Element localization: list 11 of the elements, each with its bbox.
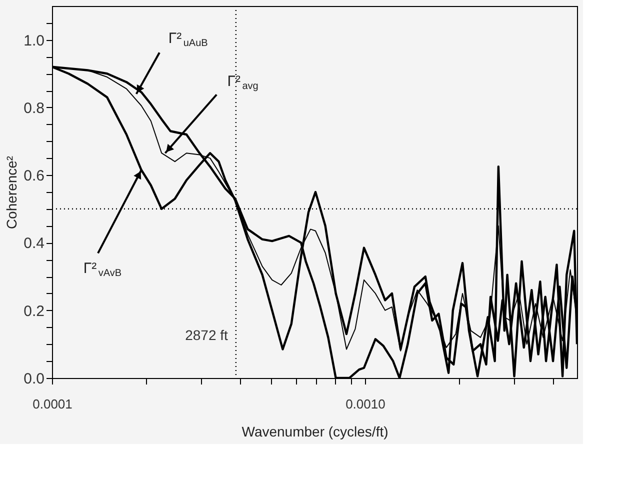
y-tick-label: 0.8 [24, 100, 44, 117]
ref-line-label: 2872 ft [185, 327, 228, 343]
y-axis-title: Coherence² [4, 156, 20, 230]
x-tick-label: 0.0010 [346, 396, 386, 412]
y-tick-label: 0.0 [24, 370, 44, 388]
y-tick-label: 1.0 [24, 32, 44, 50]
x-tick-label: 0.0001 [32, 396, 72, 412]
x-axis-title: Wavenumber (cycles/ft) [242, 424, 388, 440]
y-tick-label: 0.4 [24, 235, 44, 252]
y-tick-label: 0.2 [24, 302, 44, 320]
y-tick-label: 0.6 [24, 168, 44, 185]
